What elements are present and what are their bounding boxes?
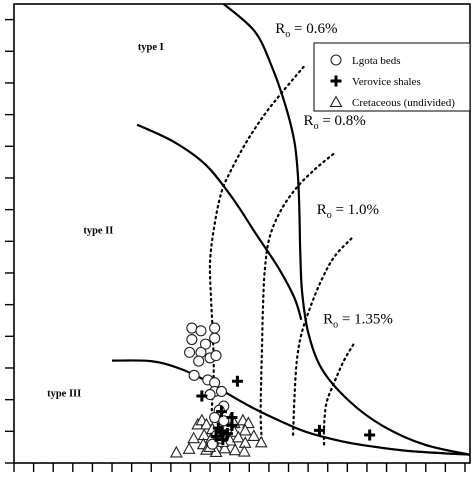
data-point bbox=[237, 444, 251, 457]
legend-marker-circle bbox=[330, 54, 342, 66]
data-point bbox=[228, 443, 242, 456]
plot-frame bbox=[13, 3, 471, 464]
data-point bbox=[231, 375, 243, 387]
data-point bbox=[182, 442, 196, 454]
data-point bbox=[247, 429, 261, 441]
ro-1.35-curve bbox=[322, 343, 355, 446]
data-point bbox=[221, 428, 233, 440]
data-point bbox=[200, 417, 213, 430]
legend-label: Verovice shales bbox=[352, 76, 421, 88]
data-point bbox=[217, 434, 229, 446]
ro-0.8-curve bbox=[259, 153, 335, 446]
type-III-curve bbox=[111, 359, 471, 456]
legend-label: Cretaceous (undivided) bbox=[352, 97, 455, 109]
legend-marker-cross bbox=[330, 75, 342, 87]
ro-label: Ro = 1.0% bbox=[317, 202, 379, 221]
type-I-curve bbox=[223, 3, 471, 456]
data-point bbox=[195, 325, 207, 337]
data-point bbox=[188, 369, 200, 381]
data-point bbox=[193, 355, 205, 367]
data-point bbox=[209, 332, 221, 344]
data-point bbox=[218, 415, 230, 427]
data-point bbox=[215, 385, 228, 397]
region-label: type II bbox=[83, 226, 113, 237]
data-point bbox=[209, 322, 221, 334]
data-point bbox=[169, 445, 183, 458]
data-point bbox=[231, 430, 245, 443]
legend-label: Lgota beds bbox=[352, 55, 401, 67]
ro-label: Ro = 1.35% bbox=[323, 311, 393, 330]
data-point bbox=[186, 322, 198, 334]
ro-label: Ro = 0.6% bbox=[275, 21, 337, 40]
data-point bbox=[209, 412, 221, 424]
data-point bbox=[314, 424, 326, 436]
ro-1.0-curve bbox=[292, 237, 353, 437]
data-point bbox=[199, 338, 212, 350]
data-point bbox=[184, 346, 196, 358]
data-point bbox=[215, 406, 227, 418]
data-point bbox=[238, 423, 252, 436]
ro-0.6-curve bbox=[208, 65, 305, 446]
data-point bbox=[364, 429, 376, 441]
data-point bbox=[186, 333, 198, 346]
data-point bbox=[254, 435, 268, 448]
legend-box bbox=[313, 42, 471, 112]
data-point bbox=[196, 390, 208, 402]
data-point bbox=[210, 430, 222, 442]
data-point bbox=[210, 350, 222, 362]
data-point bbox=[226, 419, 238, 431]
region-label: type I bbox=[138, 42, 164, 53]
legend-marker-triangle bbox=[329, 95, 343, 108]
data-point bbox=[218, 441, 232, 454]
ro-label: Ro = 0.8% bbox=[304, 113, 366, 132]
legend: Lgota beds Verovice shales Cretaceous (und… bbox=[313, 42, 471, 112]
data-point bbox=[187, 431, 201, 444]
type-II-curve bbox=[136, 123, 303, 321]
region-label: type III bbox=[47, 388, 81, 399]
